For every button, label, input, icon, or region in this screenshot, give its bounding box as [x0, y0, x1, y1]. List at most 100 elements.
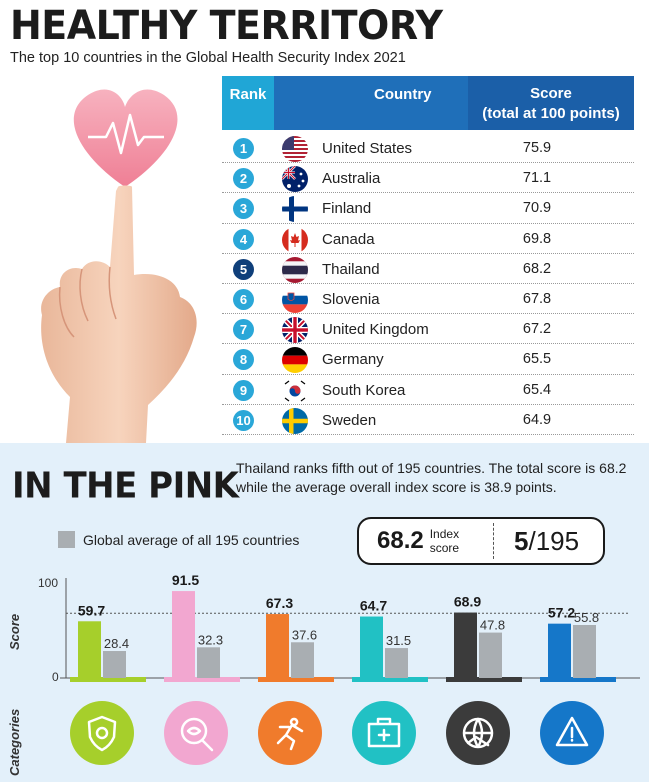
country-name: Slovenia: [322, 290, 380, 308]
rank-badge: 7: [233, 319, 254, 341]
country-name: United Kingdom: [322, 321, 429, 339]
thailand-value-label: 67.3: [266, 595, 293, 611]
rank-badge: 5: [233, 258, 254, 280]
category-baseline-strip: [540, 677, 616, 682]
category-baseline-strip: [164, 677, 240, 682]
average-value-label: 55.8: [574, 610, 599, 625]
average-bar: [479, 632, 502, 678]
warning-icon-glyph: [555, 716, 589, 747]
running-person-icon-glyph: [276, 717, 304, 751]
average-bar: [385, 648, 408, 678]
average-bar: [573, 624, 596, 678]
section-description: Thailand ranks fifth out of 195 countrie…: [236, 460, 627, 495]
top-section: HEALTHY TERRITORY The top 10 countries i…: [10, 2, 634, 443]
average-bar: [197, 647, 220, 678]
table-row: 6 Slovenia 67.8: [222, 284, 634, 315]
country-name: Germany: [322, 351, 384, 369]
column-header-rank: Rank: [222, 76, 274, 130]
thailand-bar: [454, 612, 477, 678]
index-score-box: 68.2 Index score 5/195: [357, 517, 605, 565]
slovenia-flag-icon: [282, 286, 308, 313]
country-name: Thailand: [322, 260, 380, 278]
table-row: 4 Canada 69.8: [222, 224, 634, 254]
country-score: 75.9: [522, 140, 552, 156]
running-person-icon: [258, 701, 322, 765]
table-row: 3 Finland 70.9: [222, 193, 634, 224]
uk-flag-icon: [282, 317, 308, 344]
category-baseline-strip: [70, 677, 146, 682]
shield-virus-icon-glyph: [87, 715, 117, 752]
rank-badge: 1: [233, 138, 254, 159]
globe-handshake-icon-glyph: [462, 717, 494, 749]
rank-badge: 9: [233, 379, 254, 401]
finland-flag-icon: [282, 196, 308, 223]
thailand-bar: [266, 614, 289, 678]
thailand-bar: [548, 623, 571, 678]
rank-out-of-total: 5/195: [514, 525, 580, 556]
country-name: Sweden: [322, 411, 377, 429]
thailand-flag-icon: [282, 256, 308, 283]
column-header-score: Score (total at 100 points): [468, 76, 634, 130]
table-header: Rank Country Score (total at 100 points): [222, 76, 634, 130]
thailand-value-label: 57.2: [548, 605, 575, 621]
table-row: 5 Thailand 68.2: [222, 254, 634, 284]
rank-badge: 2: [233, 168, 254, 190]
average-value-label: 32.3: [198, 632, 223, 647]
country-score: 68.2: [522, 260, 552, 277]
country-score: 70.9: [522, 200, 552, 217]
country-score: 71.1: [522, 170, 552, 187]
thailand-value-label: 68.9: [454, 594, 481, 610]
score-header-line1: Score: [530, 85, 572, 102]
country-name: Finland: [322, 200, 372, 218]
hand-heart-illustration: [41, 89, 197, 443]
medical-kit-icon-glyph: [367, 717, 401, 748]
chart-legend: Global average of all 195 countries: [58, 531, 299, 548]
category-chart: Score Categories 100 0 59.7 28.4 91.5 32.3 6…: [0, 568, 649, 782]
thailand-value-label: 64.7: [360, 598, 387, 614]
y-tick-label-min: 0: [52, 670, 59, 684]
country-name: Canada: [322, 230, 375, 248]
thailand-value-label: 59.7: [78, 602, 105, 618]
magnifier-eye-icon-glyph: [180, 717, 214, 752]
average-value-label: 37.6: [292, 627, 317, 642]
country-score: 67.8: [522, 290, 552, 307]
average-value-label: 28.4: [104, 636, 129, 651]
us-flag-icon: [282, 136, 308, 162]
table-row: 10 Sweden 64.9: [222, 405, 634, 435]
legend-label: Global average of all 195 countries: [83, 531, 300, 548]
rank-badge: 4: [233, 228, 254, 250]
table-row: 9 South Korea 65.4: [222, 375, 634, 405]
thailand-bar: [78, 621, 101, 678]
table-row: 2 Australia 71.1: [222, 163, 634, 194]
country-score: 69.8: [522, 230, 552, 247]
country-name: Australia: [322, 170, 381, 188]
shield-virus-icon: [70, 701, 134, 765]
country-score: 64.9: [522, 411, 552, 428]
country-score: 67.2: [522, 321, 552, 338]
table-row: 1 United States 75.9: [222, 133, 634, 164]
index-score-label: Index score: [429, 527, 460, 555]
canada-flag-icon: [282, 226, 308, 253]
bar-chart-svg: 59.7 28.4 91.5 32.3 67.3 37.6 64.7 31.5 68.9 47.8…: [60, 572, 640, 765]
country-score: 65.4: [522, 381, 552, 398]
country-score: 65.5: [522, 351, 552, 368]
rank-badge: 8: [233, 349, 254, 371]
thailand-bar: [172, 591, 195, 678]
rank-badge: 6: [233, 288, 254, 310]
south-korea-flag-icon: [282, 377, 308, 404]
sweden-flag-icon: [282, 407, 308, 434]
ranking-table: 1 United States 75.9 2 Australia 71.1 3 …: [222, 133, 634, 435]
section-title: IN THE PINK: [12, 465, 239, 507]
score-header-line2: (total at 100 points): [482, 105, 620, 122]
average-bar: [103, 651, 126, 678]
table-row: 7 United Kingdom 67.2: [222, 314, 634, 345]
page-subtitle: The top 10 countries in the Global Healt…: [10, 50, 406, 66]
column-header-country: Country: [274, 76, 468, 130]
page-title: HEALTHY TERRITORY: [10, 2, 443, 49]
average-bar: [291, 642, 314, 678]
thailand-bar: [360, 616, 383, 678]
y-tick-label-max: 100: [38, 576, 59, 590]
in-the-pink-section: IN THE PINK Thailand ranks fifth out of …: [0, 443, 649, 782]
category-baseline-strip: [446, 677, 522, 682]
legend-swatch: [58, 531, 75, 548]
